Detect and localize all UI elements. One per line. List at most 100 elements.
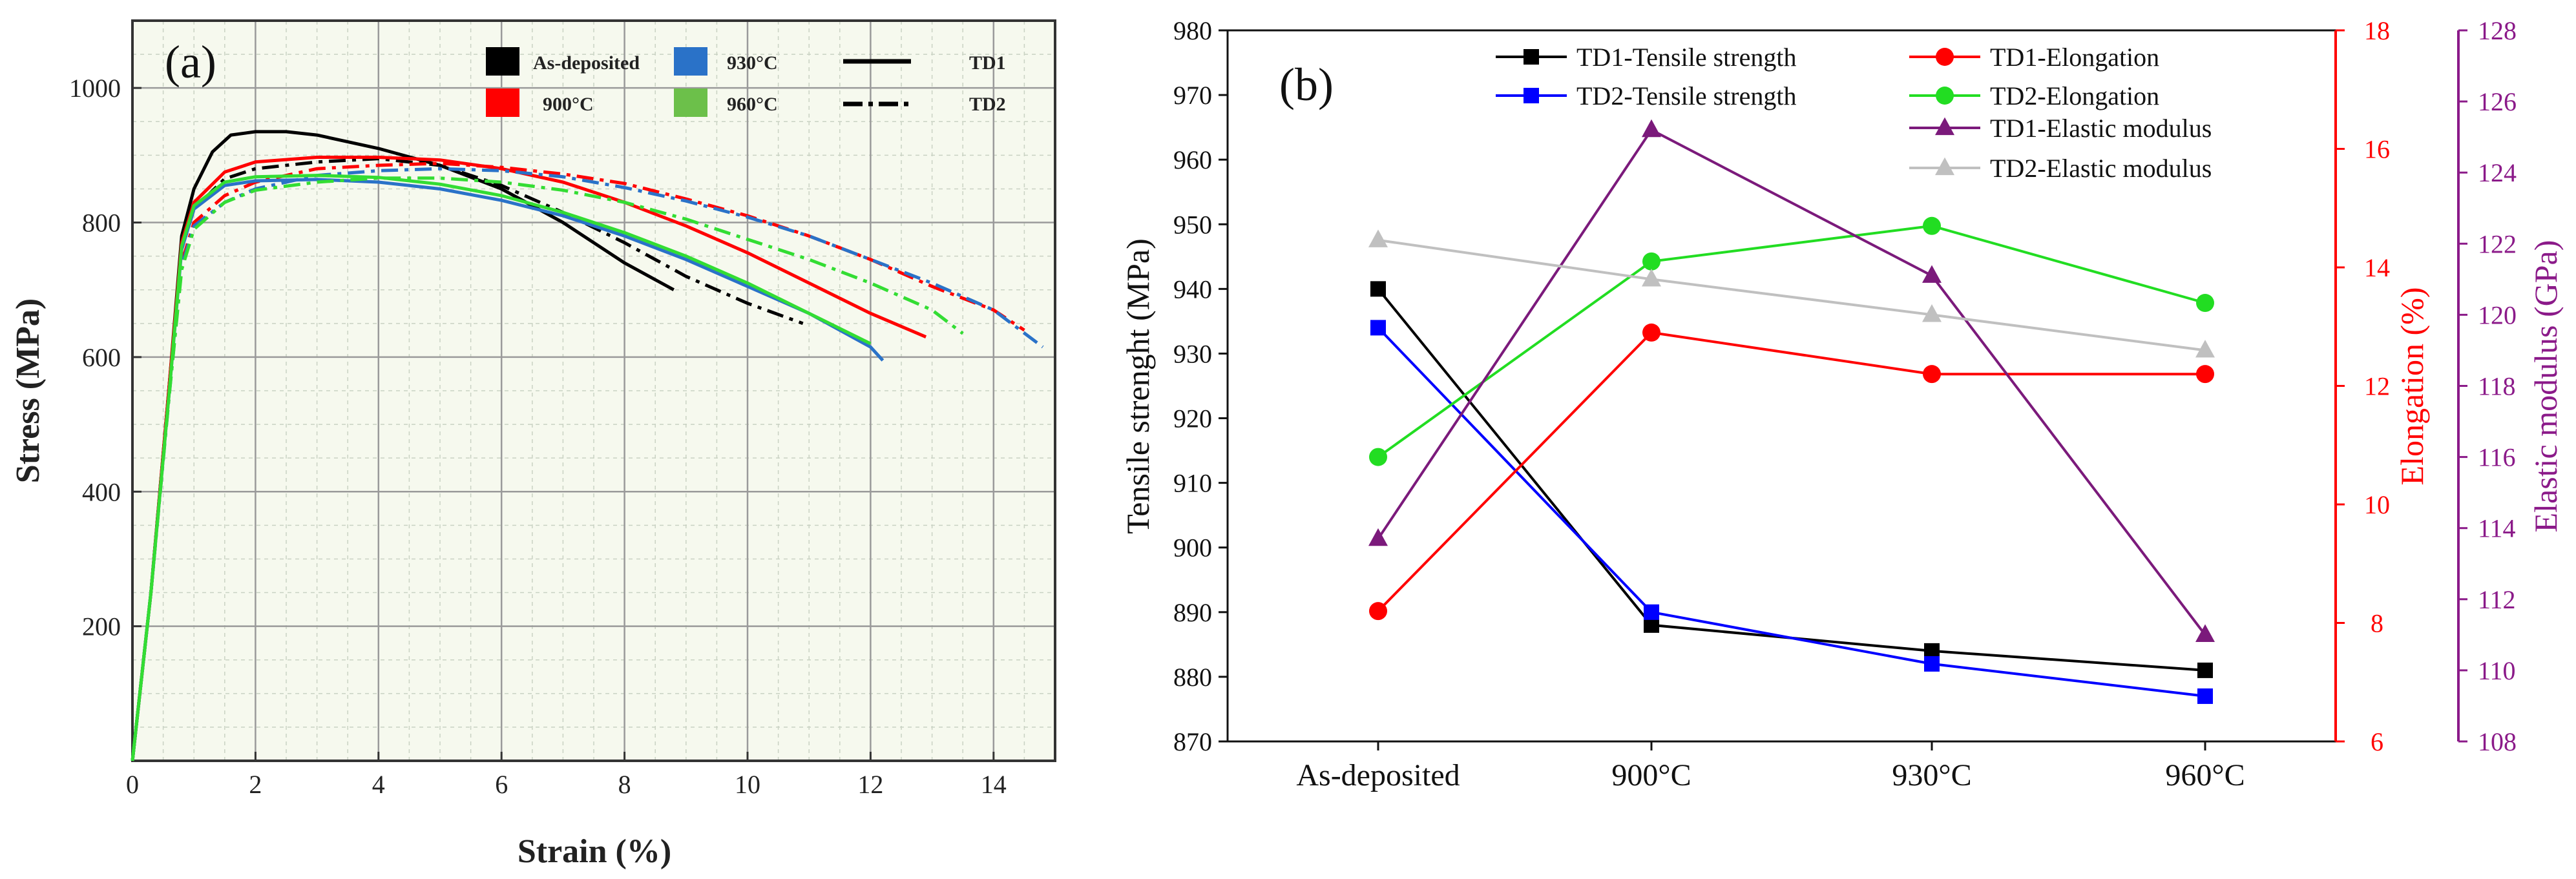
x-tick-label: 0 — [126, 770, 139, 799]
data-point-td1-elastic-modulus-960-c — [2195, 624, 2215, 642]
data-point-td1-elongation-960-c — [2196, 365, 2214, 384]
series-line-td2-elastic-modulus — [1377, 238, 2206, 352]
panel-a-label: (a) — [165, 36, 216, 88]
right2-axis-tick-label: 128 — [2478, 16, 2517, 45]
y-tick-label: 400 — [82, 477, 121, 506]
series-line-960-c-td2 — [131, 176, 964, 761]
right2-axis-tick-label: 110 — [2478, 656, 2516, 685]
legend-label-td2-elastic-modulus: TD2-Elastic modulus — [1990, 154, 2212, 183]
data-point-td1-tensile-strength-as-deposited — [1370, 281, 1386, 297]
legend-label-900c: 900°C — [543, 94, 594, 115]
data-point-td1-elongation-as-deposited — [1369, 602, 1387, 621]
panel-b-left-axis-label: Tensile strenght (MPa) — [1120, 238, 1156, 534]
y-tick-label: 200 — [82, 612, 121, 641]
left-axis-tick-label: 930 — [1173, 339, 1212, 368]
panel-b-legend: TD1-Tensile strength TD2-Tensile strength… — [1496, 43, 2212, 183]
legend-marker-td1-elongation — [1936, 48, 1954, 66]
panel-b-right1-axis-label: Elongation (%) — [2394, 287, 2430, 486]
panel-a-y-axis-label: Stress (MPa) — [10, 298, 47, 483]
panel-b-series — [1368, 119, 2215, 704]
legend-label-td1-elastic-modulus: TD1-Elastic modulus — [1990, 114, 2212, 143]
left-axis-tick-label: 940 — [1173, 274, 1212, 304]
legend-label-930c: 930°C — [727, 52, 778, 74]
x-tick-label: 4 — [372, 770, 385, 799]
legend-label-td2-tensile-strength: TD2-Tensile strength — [1576, 81, 1796, 110]
x-tick-label: 14 — [981, 770, 1007, 799]
right1-axis-tick-label: 8 — [2371, 609, 2383, 638]
data-point-td1-elongation-930-c — [1923, 365, 1941, 384]
left-axis-tick-label: 950 — [1173, 210, 1212, 239]
data-point-td2-tensile-strength-as-deposited — [1370, 320, 1386, 336]
panel-b-label: (b) — [1279, 59, 1334, 110]
panel-a-ticks: 0 2 4 6 8 10 12 14 200 400 600 800 1000 — [69, 74, 1007, 799]
right2-axis-tick-label: 126 — [2478, 87, 2517, 116]
legend-marker-td2-elongation — [1936, 87, 1954, 105]
data-point-td1-tensile-strength-960-c — [2197, 662, 2213, 678]
data-point-td2-tensile-strength-930-c — [1924, 656, 1940, 672]
data-point-td2-elastic-modulus-960-c — [2195, 340, 2215, 358]
panel-a-major-grid — [132, 21, 1055, 761]
panel-a-legend: As-deposited 900°C 930°C 960°C TD1 TD2 — [486, 47, 1006, 117]
left-axis-tick-label: 890 — [1173, 598, 1212, 627]
legend-swatch-930c — [674, 47, 707, 76]
data-point-td2-elongation-930-c — [1923, 216, 1941, 235]
right2-axis-tick-label: 108 — [2478, 727, 2517, 756]
legend-marker-td1-tensile-strength — [1524, 49, 1539, 65]
legend-label-td2: TD2 — [969, 94, 1006, 115]
panel-a-series — [131, 130, 1044, 761]
right2-axis-tick-label: 120 — [2478, 300, 2517, 329]
data-point-td1-elastic-modulus-930-c — [1922, 265, 1942, 283]
right2-axis-tick-label: 112 — [2478, 585, 2516, 614]
series-line-td2-tensile-strength — [1377, 327, 2206, 698]
right1-axis-tick-label: 10 — [2364, 490, 2390, 519]
right1-axis-tick-label: 18 — [2364, 16, 2390, 45]
legend-label-960c: 960°C — [727, 94, 778, 115]
data-point-td1-tensile-strength-930-c — [1924, 643, 1940, 659]
data-point-td2-elongation-960-c — [2196, 294, 2214, 313]
panel-a-minor-grid — [132, 21, 1055, 761]
data-point-td2-tensile-strength-900-c — [1644, 604, 1659, 620]
right1-axis-tick-label: 6 — [2371, 727, 2383, 756]
panel-b: 870 880 890 900 910 920 930 940 950 960 970 980 As-d… — [1120, 16, 2564, 792]
right1-axis-tick-label: 14 — [2364, 253, 2390, 282]
panel-b-right2-axis-label: Elastic modulus (GPa) — [2528, 240, 2564, 533]
y-tick-label: 600 — [82, 343, 121, 372]
left-axis-tick-label: 970 — [1173, 81, 1212, 110]
data-point-td1-elongation-900-c — [1642, 323, 1660, 342]
series-line-td1-elongation — [1377, 331, 2205, 612]
x-category-label-900-c: 900°C — [1611, 758, 1691, 792]
left-axis-tick-label: 880 — [1173, 663, 1212, 692]
series-line-960-c-td1 — [131, 174, 872, 761]
right1-axis-tick-label: 16 — [2364, 135, 2390, 164]
panel-a-plot-frame — [131, 19, 1056, 762]
left-axis-tick-label: 870 — [1173, 727, 1212, 756]
data-point-td2-elongation-as-deposited — [1369, 448, 1387, 466]
x-category-label-960-c: 960°C — [2165, 758, 2245, 792]
legend-marker-td2-tensile-strength — [1524, 88, 1539, 103]
legend-label-td1-elongation: TD1-Elongation — [1990, 43, 2159, 72]
right2-axis-tick-label: 122 — [2478, 229, 2517, 258]
data-point-td2-elongation-900-c — [1642, 252, 1660, 271]
left-axis-tick-label: 920 — [1173, 404, 1212, 433]
right2-axis-tick-label: 124 — [2478, 158, 2517, 187]
legend-label-td1: TD1 — [969, 52, 1006, 74]
y-tick-label: 800 — [82, 209, 121, 238]
legend-swatch-960c — [674, 88, 707, 117]
series-line-td2-elongation — [1377, 224, 2206, 459]
series-line-td1-elastic-modulus — [1377, 128, 2206, 636]
data-point-td2-elastic-modulus-as-deposited — [1368, 229, 1388, 247]
data-point-td2-tensile-strength-960-c — [2197, 688, 2213, 704]
right2-axis-tick-label: 114 — [2478, 514, 2516, 543]
x-category-label-as-deposited: As-deposited — [1296, 758, 1460, 792]
left-axis-tick-label: 960 — [1173, 145, 1212, 174]
data-point-td1-tensile-strength-900-c — [1644, 617, 1659, 633]
x-tick-label: 10 — [735, 770, 760, 799]
panel-a: 0 2 4 6 8 10 12 14 200 400 600 800 1000 (a) Strain (… — [10, 19, 1056, 870]
data-point-td2-elastic-modulus-930-c — [1922, 304, 1942, 322]
right2-axis-tick-label: 118 — [2478, 372, 2516, 401]
legend-label-td2-elongation: TD2-Elongation — [1990, 81, 2159, 110]
right1-axis-tick-label: 12 — [2364, 372, 2390, 401]
panel-a-x-axis-label: Strain (%) — [518, 833, 671, 870]
x-tick-label: 12 — [857, 770, 883, 799]
